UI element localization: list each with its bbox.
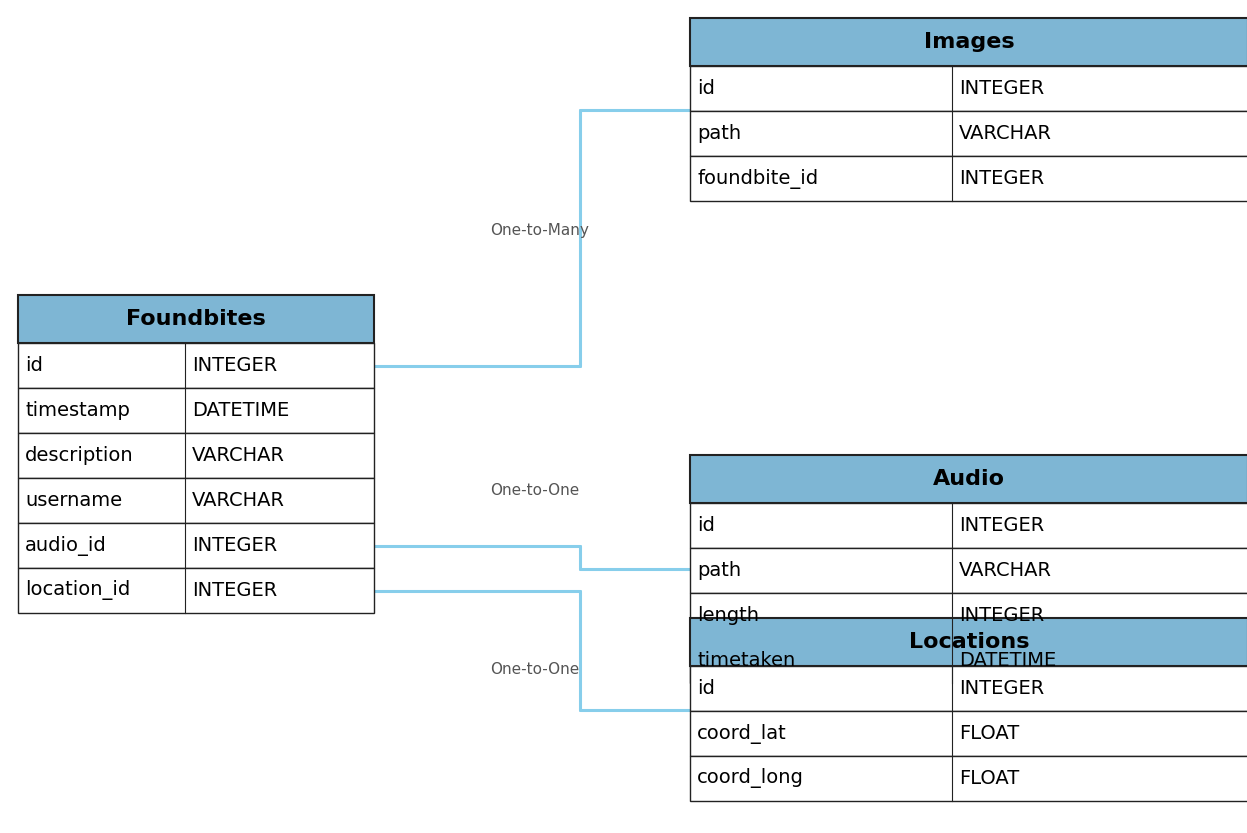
- Text: Locations: Locations: [909, 632, 1029, 652]
- Bar: [690, 711, 1247, 756]
- Bar: [690, 756, 1247, 801]
- Bar: [690, 111, 1247, 156]
- Text: timetaken: timetaken: [697, 651, 796, 670]
- Bar: [690, 666, 1247, 711]
- Bar: [17, 433, 374, 478]
- Text: INTEGER: INTEGER: [959, 79, 1045, 98]
- Text: Audio: Audio: [933, 469, 1005, 489]
- Bar: [690, 18, 1247, 66]
- Text: DATETIME: DATETIME: [192, 401, 289, 420]
- Text: audio_id: audio_id: [25, 536, 107, 556]
- Bar: [690, 156, 1247, 201]
- Text: Images: Images: [924, 32, 1014, 52]
- Bar: [690, 455, 1247, 503]
- Text: One-to-Many: One-to-Many: [490, 222, 589, 237]
- Text: FLOAT: FLOAT: [959, 769, 1020, 788]
- Text: username: username: [25, 491, 122, 510]
- Text: One-to-One: One-to-One: [490, 662, 580, 677]
- Text: description: description: [25, 446, 133, 465]
- Text: id: id: [697, 679, 715, 698]
- Text: INTEGER: INTEGER: [192, 536, 278, 555]
- Bar: [690, 638, 1247, 683]
- Text: VARCHAR: VARCHAR: [192, 491, 286, 510]
- Bar: [17, 478, 374, 523]
- Bar: [17, 388, 374, 433]
- Text: path: path: [697, 124, 741, 143]
- Text: coord_lat: coord_lat: [697, 724, 787, 744]
- Text: path: path: [697, 561, 741, 580]
- Bar: [690, 618, 1247, 666]
- Text: Foundbites: Foundbites: [126, 309, 266, 329]
- Bar: [17, 295, 374, 343]
- Bar: [17, 568, 374, 613]
- Text: INTEGER: INTEGER: [959, 679, 1045, 698]
- Bar: [17, 523, 374, 568]
- Text: location_id: location_id: [25, 581, 130, 601]
- Bar: [690, 503, 1247, 548]
- Text: INTEGER: INTEGER: [192, 356, 278, 375]
- Text: INTEGER: INTEGER: [959, 516, 1045, 535]
- Text: INTEGER: INTEGER: [192, 581, 278, 600]
- Text: VARCHAR: VARCHAR: [959, 561, 1052, 580]
- Text: length: length: [697, 606, 759, 625]
- Text: id: id: [697, 516, 715, 535]
- Text: One-to-One: One-to-One: [490, 482, 580, 497]
- Text: VARCHAR: VARCHAR: [959, 124, 1052, 143]
- Text: FLOAT: FLOAT: [959, 724, 1020, 743]
- Text: INTEGER: INTEGER: [959, 606, 1045, 625]
- Bar: [690, 548, 1247, 593]
- Text: id: id: [25, 356, 42, 375]
- Bar: [690, 66, 1247, 111]
- Bar: [690, 593, 1247, 638]
- Text: id: id: [697, 79, 715, 98]
- Text: foundbite_id: foundbite_id: [697, 168, 818, 188]
- Bar: [17, 343, 374, 388]
- Text: coord_long: coord_long: [697, 769, 804, 789]
- Text: timestamp: timestamp: [25, 401, 130, 420]
- Text: INTEGER: INTEGER: [959, 169, 1045, 188]
- Text: DATETIME: DATETIME: [959, 651, 1056, 670]
- Text: VARCHAR: VARCHAR: [192, 446, 286, 465]
